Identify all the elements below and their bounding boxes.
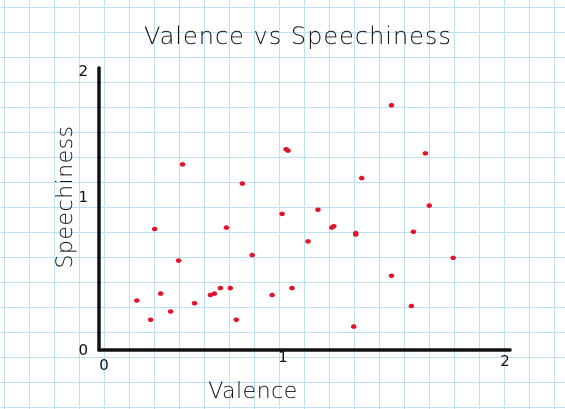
data-point-34 xyxy=(427,203,433,208)
data-point-35 xyxy=(450,256,456,261)
data-point-29 xyxy=(389,103,395,108)
data-point-10 xyxy=(218,286,224,291)
data-point-2 xyxy=(152,227,158,232)
data-point-28 xyxy=(359,176,365,181)
data-point-15 xyxy=(249,253,255,258)
data-points xyxy=(134,103,456,329)
data-point-22 xyxy=(315,208,321,213)
data-point-24 xyxy=(331,224,337,229)
x-axis-label: Valence xyxy=(208,379,298,404)
data-point-20 xyxy=(289,286,295,291)
data-point-33 xyxy=(423,151,429,156)
y-tick-label-2: 2 xyxy=(78,62,88,80)
chart-title: Valence vs Speechiness xyxy=(144,22,452,50)
data-point-1 xyxy=(148,318,154,323)
data-point-13 xyxy=(234,318,240,323)
data-point-3 xyxy=(158,291,164,296)
data-point-17 xyxy=(279,212,285,217)
x-tick-label-1: 1 xyxy=(278,348,288,366)
data-point-27 xyxy=(353,231,359,236)
data-point-21 xyxy=(305,239,311,244)
data-point-6 xyxy=(180,162,186,167)
data-point-5 xyxy=(176,258,182,263)
data-point-19 xyxy=(285,148,291,153)
y-tick-label-1: 1 xyxy=(78,188,88,206)
x-tick-label-0: 0 xyxy=(99,356,109,374)
data-point-7 xyxy=(192,301,198,306)
data-point-4 xyxy=(168,309,174,314)
data-point-9 xyxy=(212,291,218,296)
data-point-14 xyxy=(240,181,246,186)
data-point-25 xyxy=(351,324,357,329)
y-axis-label: Speechiness xyxy=(53,125,78,268)
data-point-11 xyxy=(224,225,230,230)
data-point-30 xyxy=(389,274,395,279)
data-point-0 xyxy=(134,298,140,303)
data-point-31 xyxy=(409,304,415,309)
x-tick-label-2: 2 xyxy=(500,352,510,370)
data-point-16 xyxy=(269,293,275,298)
y-tick-label-0: 0 xyxy=(78,341,88,359)
data-point-32 xyxy=(411,230,417,235)
data-point-12 xyxy=(228,286,234,291)
